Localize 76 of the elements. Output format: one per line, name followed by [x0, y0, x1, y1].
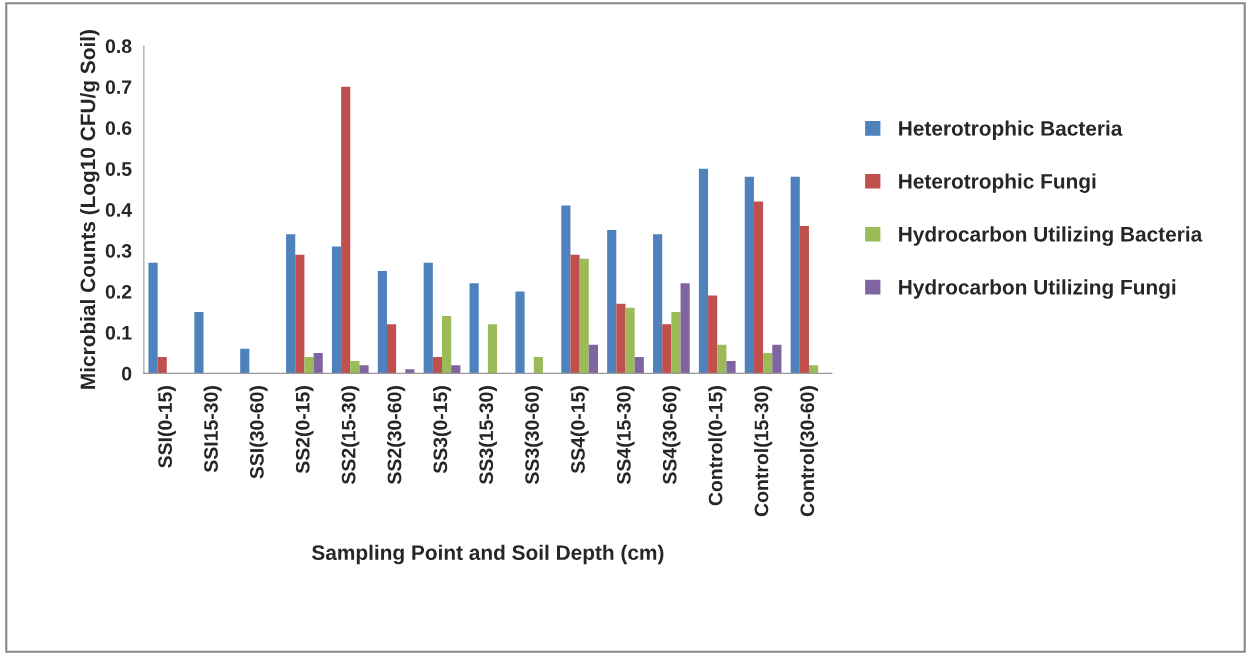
bar: [680, 283, 690, 374]
bar: [451, 365, 461, 374]
y-tick-label: 0.5: [105, 162, 132, 176]
bar: [744, 176, 754, 374]
y-tick-label: 0: [122, 366, 132, 381]
bar: [671, 311, 681, 374]
y-tick-label: 0.1: [105, 325, 132, 340]
bar: [469, 283, 479, 374]
y-tick-label: 0.8: [105, 39, 132, 54]
bar: [148, 262, 158, 374]
x-tick-label: SS2(15-30): [341, 386, 360, 485]
bar: [533, 356, 543, 374]
bar: [579, 258, 589, 374]
bar: [561, 205, 571, 374]
bar: [377, 271, 387, 374]
bar: [653, 234, 663, 374]
bar: [808, 365, 819, 374]
bar: [194, 311, 204, 374]
bar: [588, 344, 598, 374]
bar: [753, 201, 764, 374]
bar: [487, 324, 498, 374]
bar: [790, 176, 800, 374]
bar: [304, 356, 314, 374]
y-tick-label: 0.4: [105, 203, 132, 217]
bar: [698, 168, 709, 374]
bar: [726, 361, 736, 374]
x-tick-label: SS4(0-15): [570, 386, 589, 474]
y-tick-label: 0.6: [105, 121, 132, 135]
bar: [331, 246, 342, 374]
bar: [359, 365, 369, 374]
bar: [570, 254, 580, 374]
bar: [763, 352, 773, 374]
bar: [295, 254, 305, 374]
x-tick-label: SS3(30-60): [524, 386, 543, 485]
bar: [625, 307, 635, 374]
x-tick-label: Control(15-30): [754, 386, 773, 517]
bar: [616, 303, 626, 374]
x-tick-label: SS4(15-30): [616, 386, 635, 485]
bar: [708, 295, 718, 374]
bar: [607, 230, 617, 374]
x-tick-label: Control(30-60): [799, 386, 819, 517]
bar: [634, 356, 644, 374]
x-tick-label: SS3(0-15): [432, 386, 452, 474]
x-tick-label: SS2(30-60): [387, 386, 406, 485]
bar: [350, 361, 360, 374]
x-axis-title: Sampling Point and Soil Depth (cm): [311, 544, 664, 565]
x-tick-label: Control(0-15): [708, 386, 727, 506]
x-tick-label: SSI(0-15): [157, 386, 176, 468]
y-tick-label: 0.2: [105, 284, 132, 299]
bar: [423, 262, 433, 374]
x-tick-label: SS4(30-60): [662, 386, 681, 485]
y-tick-label: 0.7: [105, 80, 132, 95]
bar: [286, 234, 296, 374]
bar: [386, 324, 397, 374]
bar: [799, 225, 809, 374]
bar: [717, 344, 727, 374]
bar: [442, 316, 452, 374]
legend-label: Hydrocarbon Utilizing Bacteria: [899, 226, 1203, 246]
y-axis-title: Microbial Counts (Log10 CFU/g Soil): [79, 30, 100, 389]
bar: [662, 324, 672, 374]
x-tick-label: SSI(30-60): [249, 386, 268, 479]
bar: [240, 348, 250, 374]
y-tick-label: 0.3: [105, 244, 132, 258]
legend-label: Hydrocarbon Utilizing Fungi: [899, 279, 1176, 299]
bar: [313, 352, 323, 374]
bar: [432, 356, 443, 374]
x-tick-label: SS3(15-30): [478, 386, 497, 485]
legend-label: Heterotrophic Bacteria: [899, 120, 1123, 140]
bar: [157, 356, 167, 374]
bar: [341, 86, 351, 374]
legend-label: Heterotrophic Fungi: [899, 173, 1096, 193]
x-tick-label: SS2(0-15): [295, 386, 314, 474]
bar: [772, 344, 782, 374]
bar: [515, 291, 525, 374]
bar: [405, 369, 415, 374]
x-tick-label: SSI15-30): [203, 386, 222, 473]
